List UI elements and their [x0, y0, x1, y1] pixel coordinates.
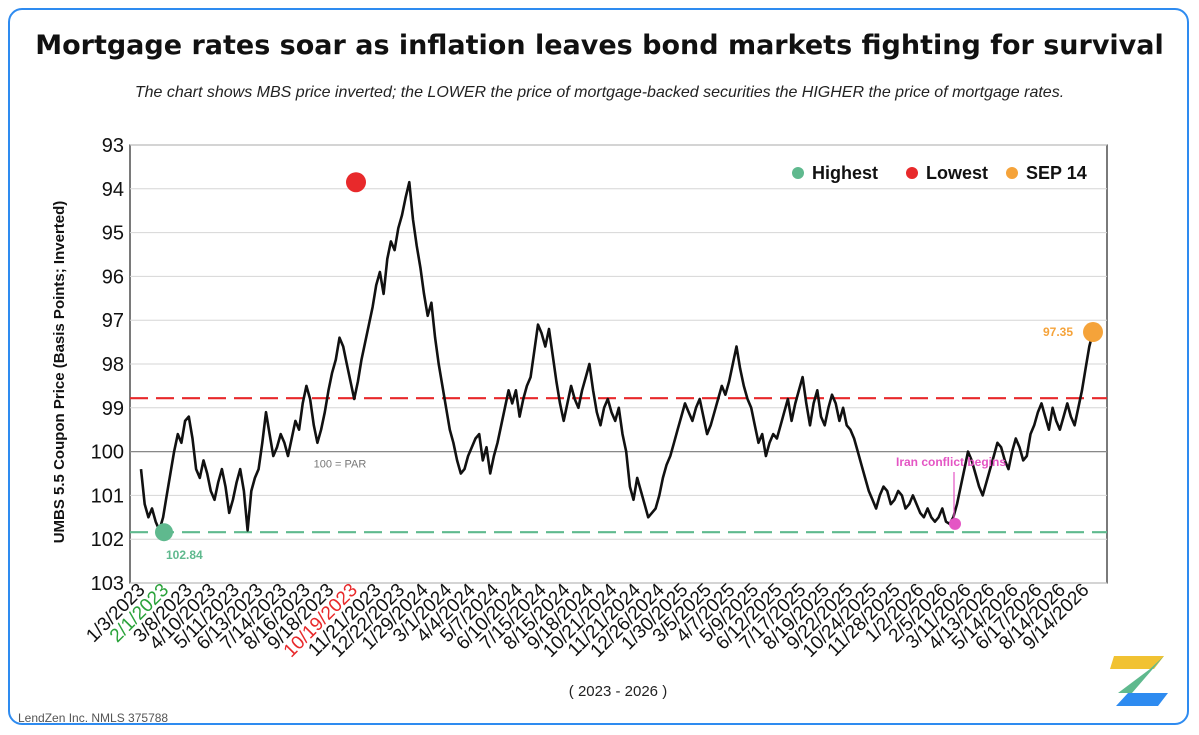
series-line	[139, 180, 1095, 532]
lendzen-logo-icon	[1110, 656, 1168, 706]
legend-marker	[1006, 167, 1018, 179]
legend-marker	[906, 167, 918, 179]
x-tick-labels: 1/3/20232/1/20233/8/20234/10/20235/11/20…	[82, 579, 1093, 661]
par-label: 100 = PAR	[314, 459, 367, 471]
sep14-point	[1083, 322, 1103, 343]
legend-label: Lowest	[926, 163, 988, 183]
y-tick-label: 100	[91, 442, 124, 464]
lowest-point	[346, 172, 366, 193]
y-tick-label: 103	[91, 573, 124, 595]
reference-lines: 100 = PAR	[130, 397, 1107, 534]
highest-point	[155, 523, 173, 542]
chart-title: Mortgage rates soar as inflation leaves …	[35, 30, 1164, 61]
sep14-value-label: 97.35	[1043, 325, 1073, 339]
y-tick-labels: 93 94 95 96 97 98 99 100 101 102 103	[91, 135, 124, 595]
y-tick-label: 95	[102, 223, 124, 245]
y-tick-label: 94	[102, 179, 124, 201]
card-border	[8, 8, 1189, 725]
chart-subtitle: The chart shows MBS price inverted; the …	[134, 84, 1065, 101]
iran-conflict-label: Iran conflict begins	[896, 455, 1006, 469]
highest-value-label: 102.84	[166, 548, 203, 562]
y-tick-label: 101	[91, 485, 124, 507]
y-tick-label: 93	[102, 135, 124, 157]
point-markers	[155, 172, 1103, 542]
gridlines	[130, 144, 1107, 584]
annotation-labels: 102.84 97.35 Iran conflict begins	[166, 325, 1073, 562]
legend-label: Highest	[812, 163, 878, 183]
x-axis-label: ( 2023 - 2026 )	[569, 683, 667, 700]
legend-marker	[792, 167, 804, 179]
y-tick-label: 102	[91, 529, 124, 551]
legend: Highest Lowest SEP 14	[792, 163, 1087, 183]
iran-point	[949, 517, 961, 530]
company-nmls: LendZen Inc. NMLS 375788	[18, 711, 169, 725]
y-axis-label: UMBS 5.5 Coupon Price (Basis Points; Inv…	[51, 201, 68, 544]
y-tick-label: 98	[102, 354, 124, 376]
y-tick-label: 97	[102, 310, 124, 332]
y-tick-label: 96	[102, 266, 124, 288]
legend-label: SEP 14	[1026, 163, 1087, 183]
y-tick-label: 99	[102, 398, 124, 420]
